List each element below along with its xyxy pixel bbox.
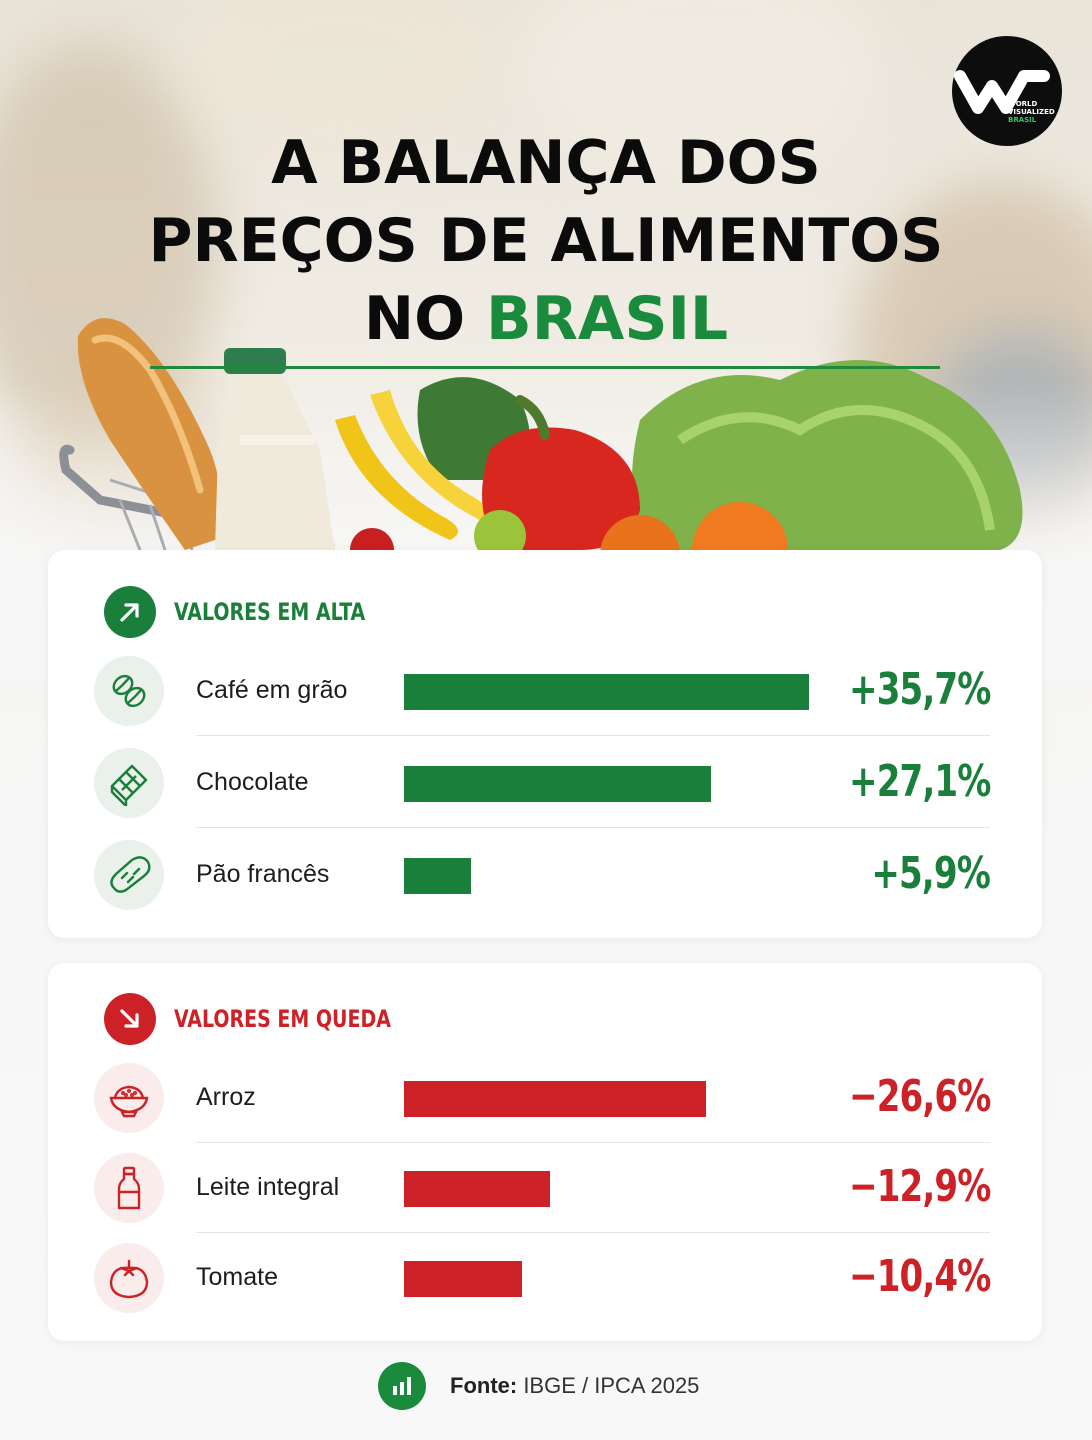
category-label: Pão francês xyxy=(196,860,330,888)
category-label: Chocolate xyxy=(196,768,309,796)
title-brasil: BRASIL xyxy=(485,284,729,354)
source-footer: Fonte: IBGE / IPCA 2025 xyxy=(378,1362,699,1410)
chocolate-bar-icon xyxy=(94,748,164,818)
title-line-2: PREÇOS DE ALIMENTOS xyxy=(148,206,944,276)
arrow-up-right-icon xyxy=(104,586,156,638)
milk-bottle-icon xyxy=(94,1153,164,1223)
row-divider xyxy=(196,827,990,828)
arrow-down-right-icon xyxy=(104,993,156,1045)
value-label: −10,4% xyxy=(848,1251,991,1302)
rising-prices-header: VALORES EM ALTA xyxy=(104,586,391,638)
grocery-cart-illustration xyxy=(59,318,1023,560)
wv-logo-icon xyxy=(954,70,1050,114)
title-line-1: A BALANÇA DOS xyxy=(271,128,821,198)
row-divider xyxy=(196,1232,990,1233)
data-bar xyxy=(404,674,809,710)
chart-row: Chocolate +27,1% xyxy=(48,738,1042,828)
category-label: Café em grão xyxy=(196,676,348,704)
chart-row: Arroz −26,6% xyxy=(48,1053,1042,1143)
chart-row: Pão francês +5,9% xyxy=(48,830,1042,920)
rising-prices-title: VALORES EM ALTA xyxy=(174,598,366,626)
page-title: A BALANÇA DOS PREÇOS DE ALIMENTOS NO BRA… xyxy=(0,124,1092,358)
falling-prices-header: VALORES EM QUEDA xyxy=(104,993,421,1045)
value-label: +5,9% xyxy=(871,848,991,899)
source-label: Fonte: xyxy=(450,1373,518,1398)
category-label: Leite integral xyxy=(196,1173,340,1201)
falling-prices-title: VALORES EM QUEDA xyxy=(174,1005,391,1033)
logo-line-1: WORLD xyxy=(1008,100,1038,108)
brand-logo: WORLD VISUALIZED BRASIL xyxy=(952,36,1062,146)
row-divider xyxy=(196,1142,990,1143)
data-bar xyxy=(404,1261,522,1297)
data-bar xyxy=(404,1171,550,1207)
coffee-bean-icon xyxy=(94,656,164,726)
value-label: −12,9% xyxy=(848,1161,991,1212)
rice-bowl-icon xyxy=(94,1063,164,1133)
bar-chart-icon xyxy=(378,1362,426,1410)
title-line-3-prefix: NO xyxy=(363,284,486,354)
source-value: IBGE / IPCA 2025 xyxy=(517,1373,700,1398)
chart-row: Tomate −10,4% xyxy=(48,1233,1042,1323)
category-label: Tomate xyxy=(196,1263,278,1291)
logo-line-2: VISUALIZED xyxy=(1008,108,1055,116)
chart-row: Leite integral −12,9% xyxy=(48,1143,1042,1233)
title-line-3: NO BRASIL xyxy=(0,280,1092,358)
category-label: Arroz xyxy=(196,1083,256,1111)
source-text: Fonte: IBGE / IPCA 2025 xyxy=(450,1373,699,1399)
logo-line-3: BRASIL xyxy=(1008,116,1037,124)
value-label: −26,6% xyxy=(848,1071,991,1122)
value-label: +27,1% xyxy=(848,756,991,807)
chart-row: Café em grão +35,7% xyxy=(48,646,1042,736)
title-divider xyxy=(150,366,940,369)
data-bar xyxy=(404,766,711,802)
rising-prices-card: VALORES EM ALTA Café em grão +35,7% Choc… xyxy=(48,550,1042,938)
value-label: +35,7% xyxy=(848,664,991,715)
falling-prices-card: VALORES EM QUEDA Arroz −26,6% Leite inte… xyxy=(48,963,1042,1341)
row-divider xyxy=(196,735,990,736)
data-bar xyxy=(404,1081,706,1117)
bread-icon xyxy=(94,840,164,910)
data-bar xyxy=(404,858,471,894)
tomato-icon xyxy=(94,1243,164,1313)
